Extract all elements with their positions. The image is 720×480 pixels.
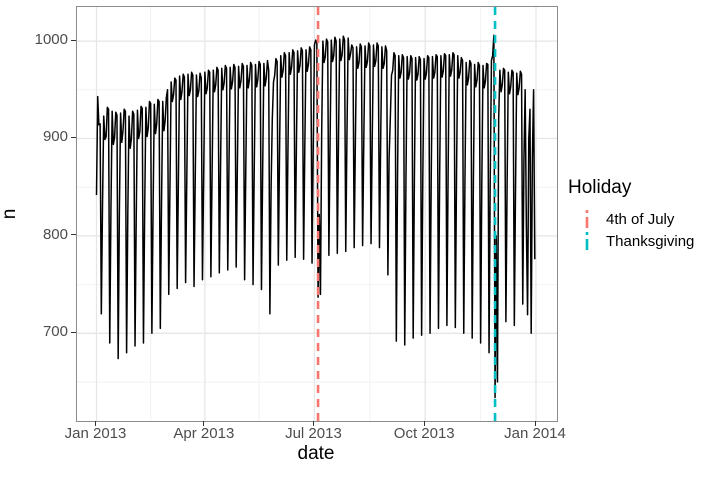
x-tick-mark	[534, 421, 536, 426]
x-tick-mark	[203, 421, 205, 426]
x-axis-title: date	[297, 443, 335, 464]
y-tick-mark	[71, 39, 76, 41]
x-tick-label: Jan 2014	[504, 425, 566, 442]
plot-panel	[76, 6, 558, 422]
x-tick-mark	[312, 421, 314, 426]
x-tick-label: Oct 2013	[393, 425, 455, 442]
legend-label-thanksgiving: Thanksgiving	[606, 232, 695, 250]
x-tick-label: Jul 2013	[285, 425, 342, 442]
legend-title: Holiday	[568, 177, 632, 198]
legend-label-4th-of-july: 4th of July	[606, 210, 675, 228]
y-tick-label: 900	[42, 128, 68, 146]
legend: Holiday 4th of July Thanksgiving	[566, 177, 718, 252]
daily-count-line	[95, 34, 536, 399]
dashed-line-key-thanksgiving-icon	[585, 232, 589, 250]
x-tick-label: Jan 2013	[64, 425, 127, 442]
y-tick-mark	[71, 136, 76, 138]
x-tick-mark	[95, 421, 96, 426]
y-tick-mark	[71, 331, 76, 333]
legend-entry-thanksgiving: Thanksgiving	[566, 230, 718, 252]
y-tick-label: 800	[42, 225, 68, 243]
x-tick-mark	[423, 421, 425, 426]
y-tick-label: 1000	[34, 31, 68, 49]
dashed-line-key-4th-of-july-icon	[585, 210, 589, 228]
y-tick-mark	[71, 234, 76, 236]
x-tick-label: Apr 2013	[173, 425, 235, 442]
y-tick-label: 700	[42, 323, 68, 341]
plot-svg	[77, 7, 557, 421]
legend-entry-4th-of-july: 4th of July	[566, 208, 718, 230]
